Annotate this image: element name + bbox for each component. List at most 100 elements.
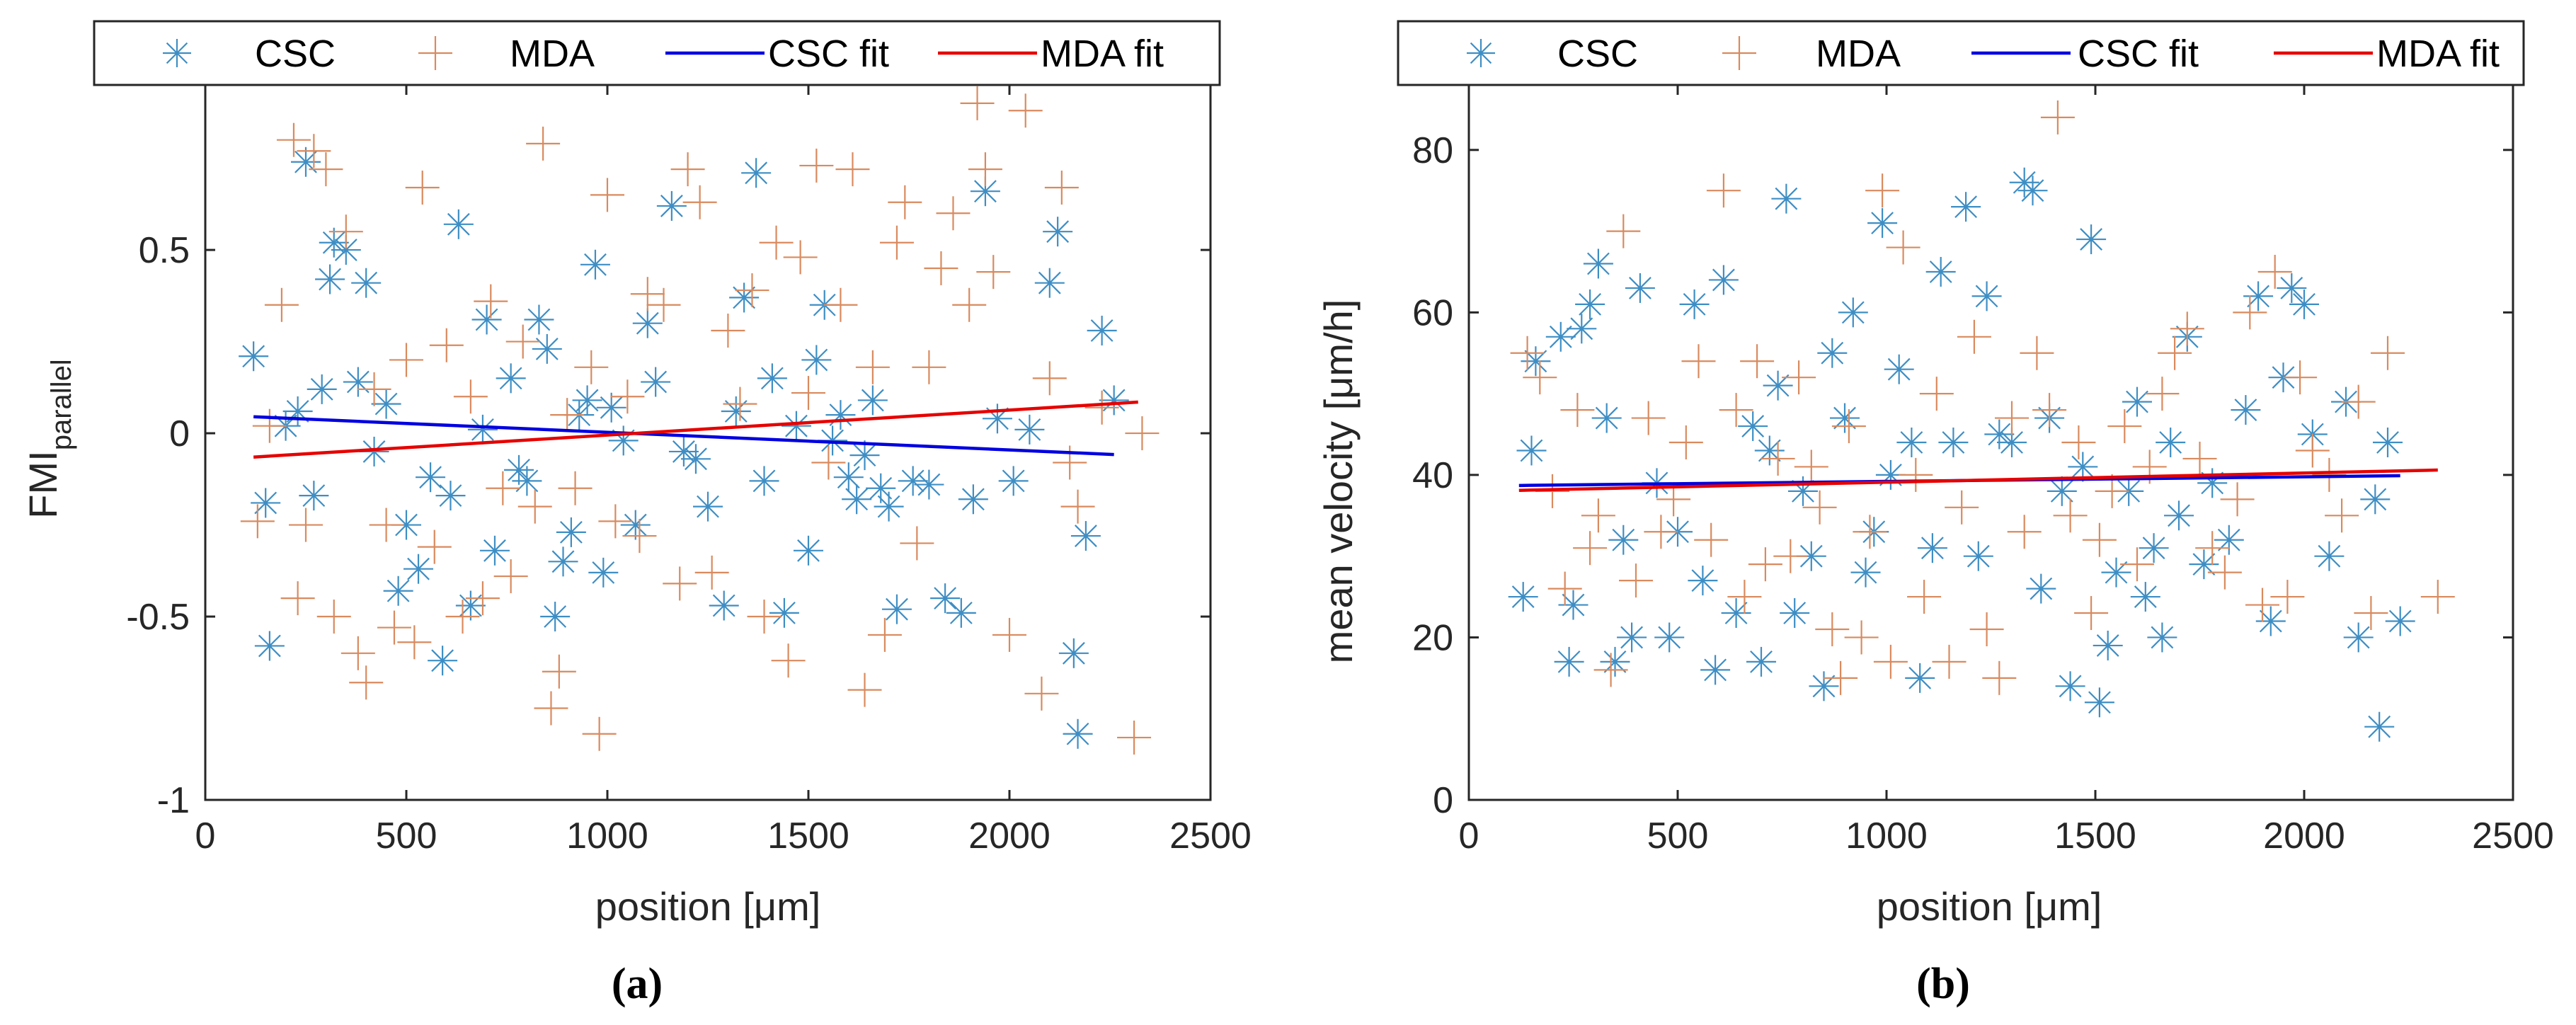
mda-point (289, 508, 323, 542)
legend-mda-marker (1722, 36, 1756, 70)
mda-point (2420, 580, 2455, 614)
mda-point (340, 636, 375, 670)
mda-point (280, 581, 315, 616)
csc-point (1554, 646, 1584, 677)
x-tick-label: 1500 (2054, 815, 2136, 857)
csc-point (1884, 354, 1914, 384)
mda-point (542, 654, 576, 689)
x-tick-label: 2000 (2263, 815, 2345, 857)
csc-point (443, 209, 474, 239)
mda-point (936, 196, 971, 231)
x-tick-label: 500 (376, 815, 437, 857)
csc-point (1817, 338, 1848, 368)
mda-point (1117, 720, 1152, 755)
x-tick-label: 500 (1647, 815, 1709, 857)
csc-point (656, 190, 687, 221)
mda-point (976, 255, 1011, 290)
csc-point (2197, 468, 2228, 498)
mda-point (2341, 384, 2376, 419)
csc-point (1746, 646, 1776, 677)
mda-point (1619, 563, 1653, 598)
mda-point (723, 386, 757, 421)
mda-point (694, 555, 729, 590)
mda-point (309, 152, 343, 187)
csc-point (254, 631, 285, 661)
mda-point (1032, 361, 1067, 396)
mda-point (2325, 498, 2359, 533)
x-tick-label: 0 (195, 815, 216, 857)
y-tick-label: -0.5 (126, 597, 190, 638)
mda-point (847, 672, 882, 707)
csc-point (693, 491, 723, 522)
x-tick-label: 1500 (767, 815, 849, 857)
csc-point (1896, 428, 1927, 457)
csc-point (757, 363, 787, 394)
csc-point (1034, 268, 1065, 298)
legend-csc-marker (163, 39, 191, 67)
mda-point (1523, 360, 1557, 395)
csc-point (1617, 622, 1647, 653)
csc-point (548, 546, 578, 577)
csc-point (479, 535, 510, 566)
mda-point (759, 225, 794, 260)
mda-point (1668, 425, 1703, 459)
mda-fit-line (253, 400, 1138, 459)
mda-point (1573, 531, 1608, 566)
mda-point (1907, 580, 1942, 614)
csc-point (641, 367, 671, 397)
csc-point (970, 176, 1000, 207)
mda-point (417, 529, 452, 564)
csc-point (741, 158, 772, 188)
csc-point (1600, 646, 1630, 677)
mda-point (1824, 660, 1858, 695)
mda-point (369, 508, 403, 542)
mda-point (264, 287, 299, 322)
legend-label: MDA fit (2376, 33, 2500, 75)
csc-point (2147, 622, 2177, 653)
legend-label: CSC (255, 33, 336, 75)
csc-point (1809, 671, 1839, 702)
mda-point (465, 581, 500, 616)
csc-point (2343, 622, 2374, 653)
csc-point (998, 466, 1029, 496)
mda-fit-line (1518, 468, 2438, 492)
x-tick-label: 1000 (1845, 815, 1928, 857)
legend-label: CSC (1557, 33, 1638, 75)
legend-label: MDA (510, 33, 595, 75)
csc-point (930, 583, 961, 614)
csc-point (1516, 435, 1547, 466)
csc-point (1708, 265, 1739, 295)
mda-point (1945, 490, 1979, 525)
mda-point (960, 86, 995, 120)
x-tick-label: 2000 (968, 815, 1051, 857)
csc-point (825, 400, 856, 430)
csc-point (2373, 428, 2403, 457)
csc-point (467, 414, 498, 445)
csc-point (435, 481, 466, 511)
csc-point (1014, 414, 1045, 445)
mda-point (799, 148, 834, 183)
csc-point (794, 535, 823, 566)
mda-point (1982, 660, 2017, 695)
mda-point (1024, 676, 1059, 711)
panel-b-legend: CSC MDA CSC fit MDA fit (1397, 20, 2525, 86)
mda-point (1606, 214, 1641, 248)
csc-point (1575, 289, 1605, 319)
csc-point (2255, 606, 2286, 636)
csc-point (1925, 256, 1956, 287)
csc-point (1754, 435, 1785, 466)
mda-point (397, 625, 432, 660)
csc-point (2231, 395, 2261, 425)
csc-point (2164, 500, 2194, 531)
csc-point (1679, 289, 1710, 319)
mda-point (2082, 522, 2117, 557)
csc-point (1043, 217, 1073, 247)
mda-point (2020, 336, 2054, 370)
csc-point (842, 484, 872, 515)
mda-point (297, 134, 331, 168)
mda-point (582, 716, 617, 751)
csc-point (1905, 663, 1935, 693)
csc-point (1070, 521, 1101, 551)
mda-point (2061, 425, 2096, 459)
mda-point (357, 372, 391, 406)
